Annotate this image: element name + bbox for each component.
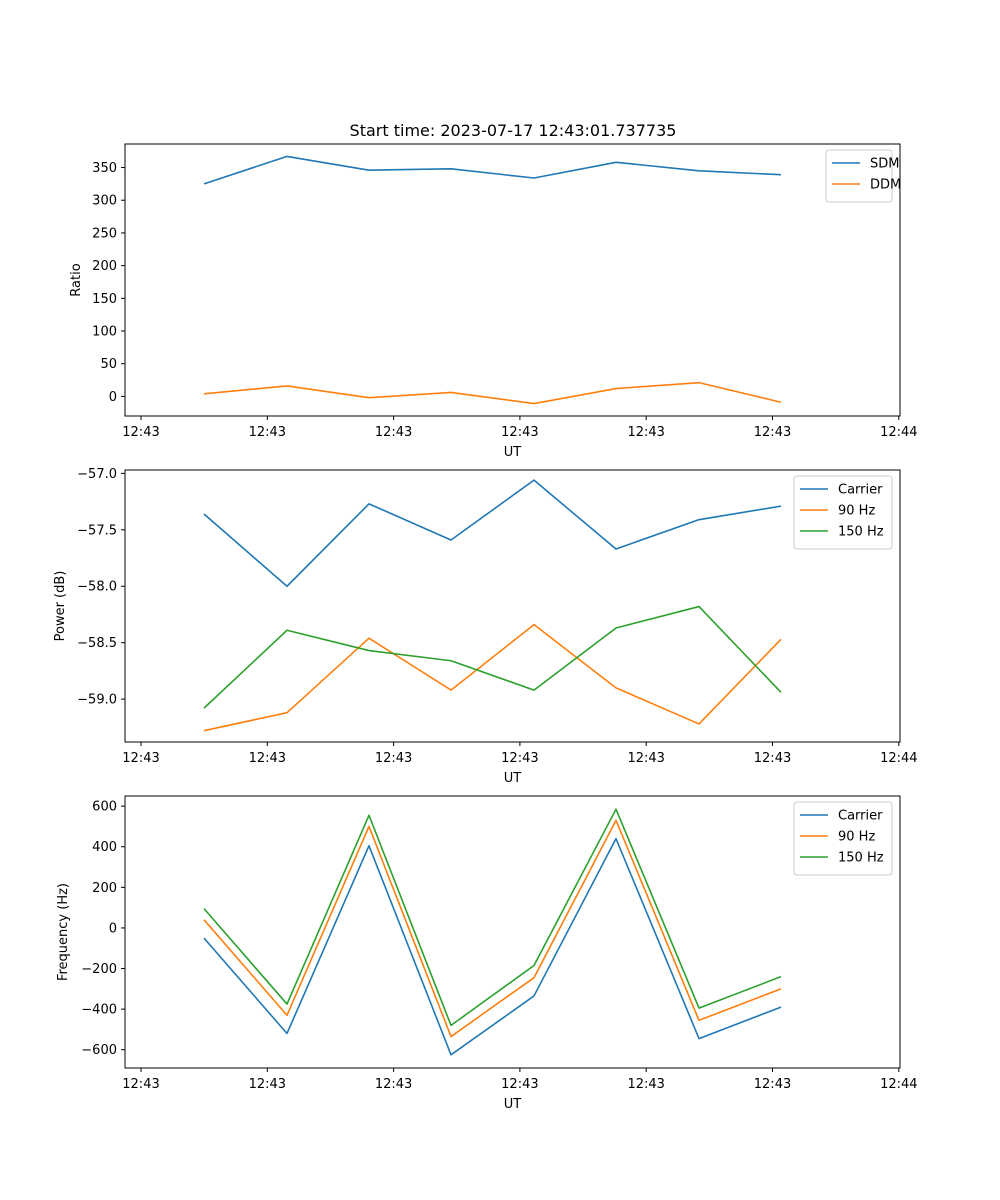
y-tick-label: −57.0 [77, 467, 117, 482]
y-axis-label: Frequency (Hz) [56, 883, 71, 981]
x-tick-label: 12:43 [501, 1077, 538, 1092]
x-tick-label: 12:44 [880, 1077, 917, 1092]
x-tick-label: 12:43 [501, 425, 538, 440]
y-tick-label: 250 [92, 226, 117, 241]
series-line-carrier [203, 837, 782, 1056]
axes-frame [124, 469, 901, 743]
x-tick-label: 12:43 [754, 1077, 791, 1092]
legend-label: Carrier [838, 483, 883, 498]
y-axis-label: Ratio [69, 263, 84, 296]
x-tick-label: 12:43 [375, 425, 412, 440]
x-tick-label: 12:43 [501, 751, 538, 766]
x-axis-label: UT [504, 445, 522, 460]
legend-label: Carrier [838, 809, 883, 824]
y-tick-label: 0 [109, 921, 117, 936]
x-tick-label: 12:43 [375, 1077, 412, 1092]
y-tick-label: −400 [81, 1003, 117, 1018]
x-tick-label: 12:43 [249, 751, 286, 766]
y-tick-label: 300 [92, 194, 117, 209]
x-tick-label: 12:44 [880, 425, 917, 440]
x-tick-label: 12:43 [249, 1077, 286, 1092]
y-tick-label: −59.0 [77, 693, 117, 708]
y-tick-label: 0 [109, 390, 117, 405]
axes-frame [124, 795, 901, 1069]
charts-container: 12:43 12:43 12:43 12:43 12:43 12:43 12:44 0 50 10… [53, 143, 918, 1112]
x-tick-label: 12:43 [249, 425, 286, 440]
y-tick-label: −58.5 [77, 636, 117, 651]
subplot-1: 12:43 12:43 12:43 12:43 12:43 12:43 12:44 0 50 10… [69, 143, 918, 460]
series-line-sdm [203, 155, 782, 185]
series-line-90-hz [203, 819, 782, 1038]
legend-label: 90 Hz [838, 830, 875, 845]
legend: Carrier 90 Hz 150 Hz [793, 801, 893, 876]
x-tick-label: 12:43 [375, 751, 412, 766]
x-tick-label: 12:43 [627, 1077, 664, 1092]
x-axis-label: UT [504, 1097, 522, 1112]
x-tick-label: 12:43 [122, 751, 159, 766]
y-axis-label: Power (dB) [53, 571, 68, 642]
y-tick-label: −58.0 [77, 580, 117, 595]
legend-label: 150 Hz [838, 525, 884, 540]
y-tick-label: −57.5 [77, 523, 117, 538]
x-tick-label: 12:43 [122, 1077, 159, 1092]
y-tick-label: 400 [92, 840, 117, 855]
series-line-150-hz [203, 605, 782, 709]
y-tick-label: 100 [92, 325, 117, 340]
legend-label: SDM [870, 157, 899, 172]
x-axis-label: UT [504, 771, 522, 786]
y-tick-label: 150 [92, 292, 117, 307]
subplot-3: 12:43 12:43 12:43 12:43 12:43 12:43 12:44 −600 −… [56, 795, 918, 1112]
series-line-150-hz [203, 808, 782, 1027]
y-tick-label: 200 [92, 259, 117, 274]
subplot-2: 12:43 12:43 12:43 12:43 12:43 12:43 12:44 −59.0… [53, 467, 918, 786]
legend: Carrier 90 Hz 150 Hz [793, 475, 893, 550]
legend-label: 150 Hz [838, 851, 884, 866]
x-tick-label: 12:43 [122, 425, 159, 440]
axes-frame [124, 143, 901, 417]
y-tick-label: −600 [81, 1043, 117, 1058]
x-tick-label: 12:43 [627, 751, 664, 766]
x-tick-label: 12:43 [754, 425, 791, 440]
x-tick-label: 12:44 [880, 751, 917, 766]
x-tick-label: 12:43 [754, 751, 791, 766]
y-tick-label: 200 [92, 881, 117, 896]
y-tick-label: 350 [92, 161, 117, 176]
series-line-90-hz [203, 623, 782, 732]
figure-title: Start time: 2023-07-17 12:43:01.737735 [350, 121, 677, 140]
legend: SDM DDM [825, 149, 901, 203]
y-tick-label: 600 [92, 800, 117, 815]
series-line-carrier [203, 479, 782, 588]
series-line-ddm [203, 381, 782, 405]
legend-label: 90 Hz [838, 504, 875, 519]
legend-label: DDM [870, 178, 901, 193]
y-tick-label: −200 [81, 962, 117, 977]
x-tick-label: 12:43 [627, 425, 664, 440]
y-tick-label: 50 [100, 357, 117, 372]
